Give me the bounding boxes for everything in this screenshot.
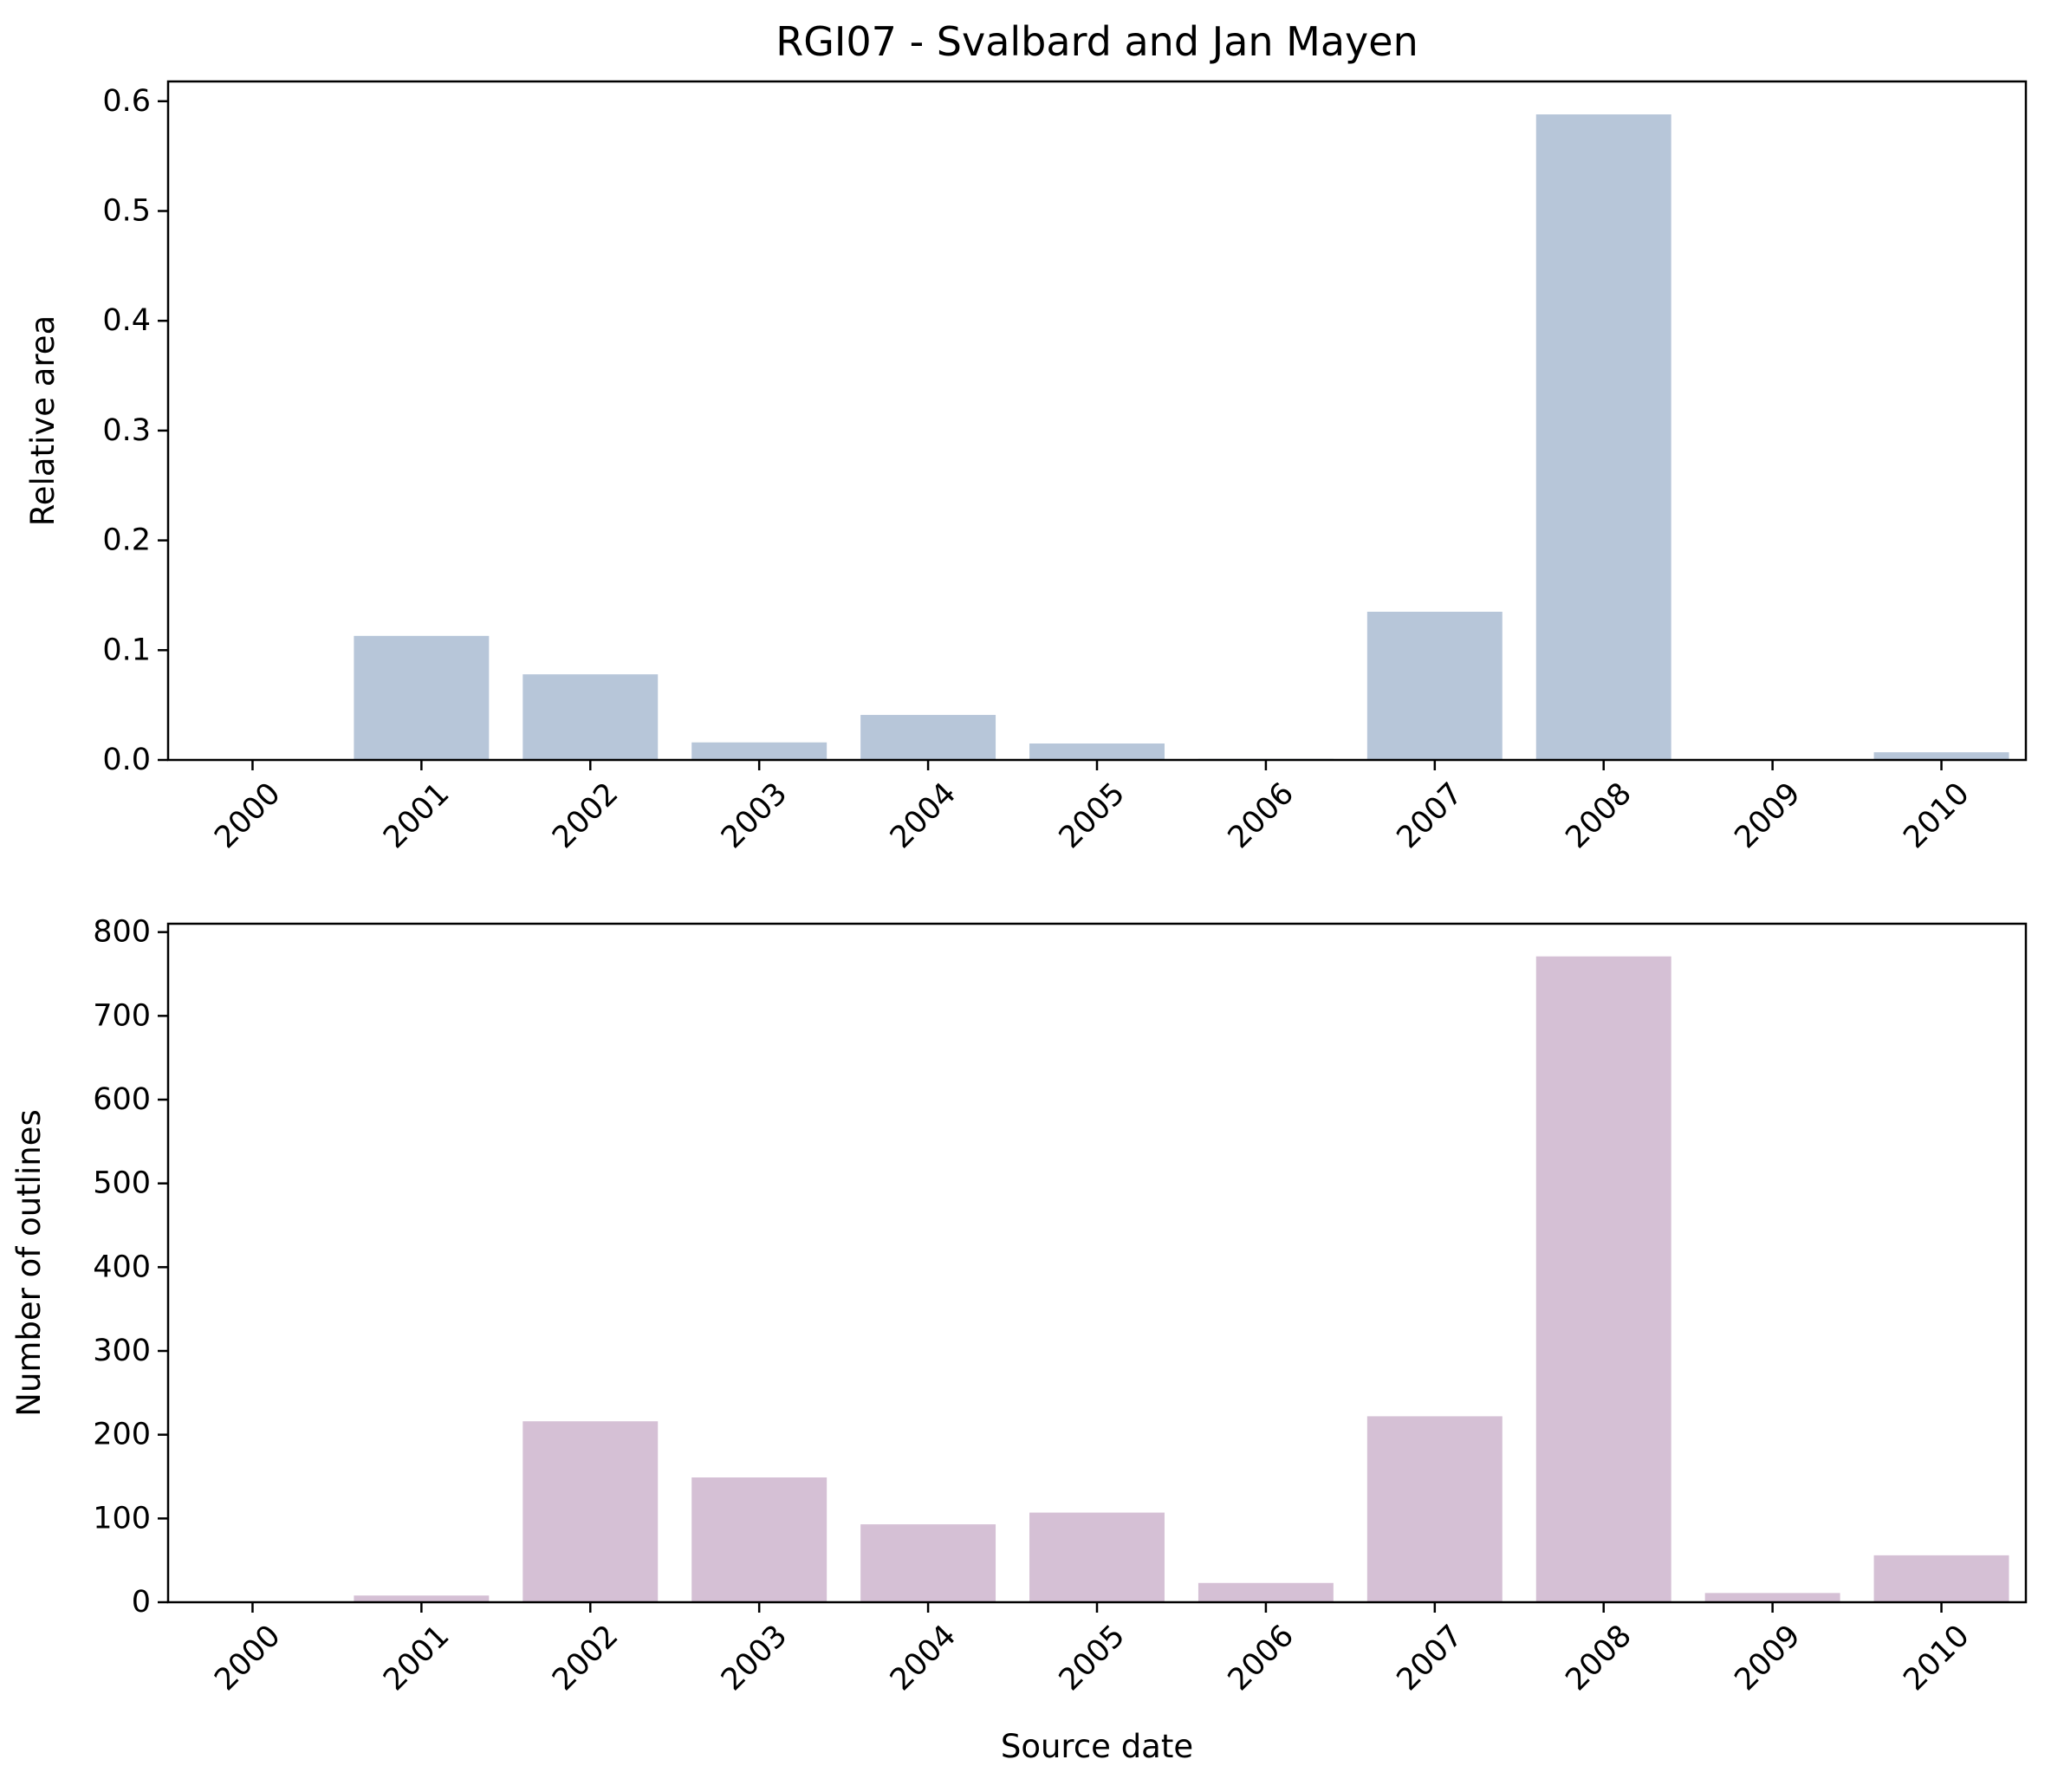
x-tick-label: 2000	[208, 1619, 287, 1698]
bar-2009	[1704, 1593, 1840, 1602]
x-tick-label: 2006	[1222, 1619, 1301, 1698]
y-tick-label: 300	[93, 1334, 151, 1368]
bar-2006	[1197, 1582, 1334, 1602]
y-axis-label: Number of outlines	[10, 1109, 48, 1416]
x-tick-label: 2001	[377, 776, 456, 855]
y-tick-label: 0.5	[102, 194, 151, 229]
bar-2005	[1029, 1512, 1165, 1602]
y-tick-label: 600	[93, 1082, 151, 1117]
plot-frame	[166, 922, 2028, 1604]
x-tick-label: 2000	[208, 776, 287, 855]
y-tick-label: 0.2	[102, 523, 151, 558]
bar-2002	[522, 1421, 659, 1602]
bar-2001	[354, 635, 490, 760]
y-tick-label: 0.3	[102, 413, 151, 448]
bar-2001	[354, 1595, 490, 1602]
bar-2008	[1535, 956, 1671, 1602]
x-tick-label: 2004	[884, 776, 963, 855]
x-tick-label: 2006	[1222, 776, 1301, 855]
x-tick-label: 2007	[1391, 1619, 1470, 1698]
y-tick-label: 0.6	[102, 84, 151, 119]
bar-2007	[1366, 611, 1503, 760]
x-tick-label: 2005	[1053, 1619, 1132, 1698]
x-tick-label: 2003	[715, 1619, 794, 1698]
bar-2005	[1029, 743, 1165, 760]
x-tick-label: 2009	[1729, 1619, 1808, 1698]
x-tick-label: 2004	[884, 1619, 963, 1698]
bar-2003	[691, 742, 828, 760]
bar-2008	[1535, 114, 1671, 760]
x-tick-label: 2008	[1560, 776, 1639, 855]
chart-title: RGI07 - Svalbard and Jan Mayen	[776, 18, 1418, 65]
y-axis-label: Relative area	[24, 315, 62, 526]
y-tick-label: 200	[93, 1418, 151, 1452]
bar-2010	[1873, 1555, 2009, 1602]
x-axis-label: Source date	[1001, 1728, 1193, 1765]
x-tick-label: 2002	[546, 1619, 625, 1698]
y-tick-label: 0.0	[102, 743, 151, 777]
y-tick-label: 0.4	[102, 303, 151, 338]
x-tick-label: 2001	[377, 1619, 456, 1698]
relative-area-panel: 0.0 0.1 0.2 0.3 0.4 0.5 0.6 2000 2001 2002 2003 200…	[24, 80, 2028, 855]
y-tick-label: 0.1	[102, 633, 151, 667]
x-tick-label: 2002	[546, 776, 625, 855]
outline-count-panel: 0 100 200 300 400 500 600 700 800 2000 2001 2002 200…	[10, 915, 2028, 1765]
y-tick-label: 700	[93, 998, 151, 1033]
x-tick-label: 2008	[1560, 1619, 1639, 1698]
x-tick-label: 2009	[1729, 776, 1808, 855]
bar-2003	[691, 1477, 828, 1602]
y-tick-label: 400	[93, 1250, 151, 1284]
bar-2007	[1366, 1416, 1503, 1602]
x-tick-label: 2010	[1897, 776, 1976, 855]
x-tick-label: 2010	[1897, 1619, 1976, 1698]
x-tick-label: 2003	[715, 776, 794, 855]
y-tick-label: 100	[93, 1501, 151, 1536]
x-tick-label: 2007	[1391, 776, 1470, 855]
y-tick-label: 800	[93, 915, 151, 950]
x-tick-label: 2005	[1053, 776, 1132, 855]
y-tick-label: 500	[93, 1166, 151, 1201]
bar-2010	[1873, 752, 2009, 760]
bar-2004	[860, 715, 996, 760]
y-tick-label: 0	[132, 1585, 151, 1620]
bar-2004	[860, 1524, 996, 1602]
bar-2002	[522, 674, 659, 760]
